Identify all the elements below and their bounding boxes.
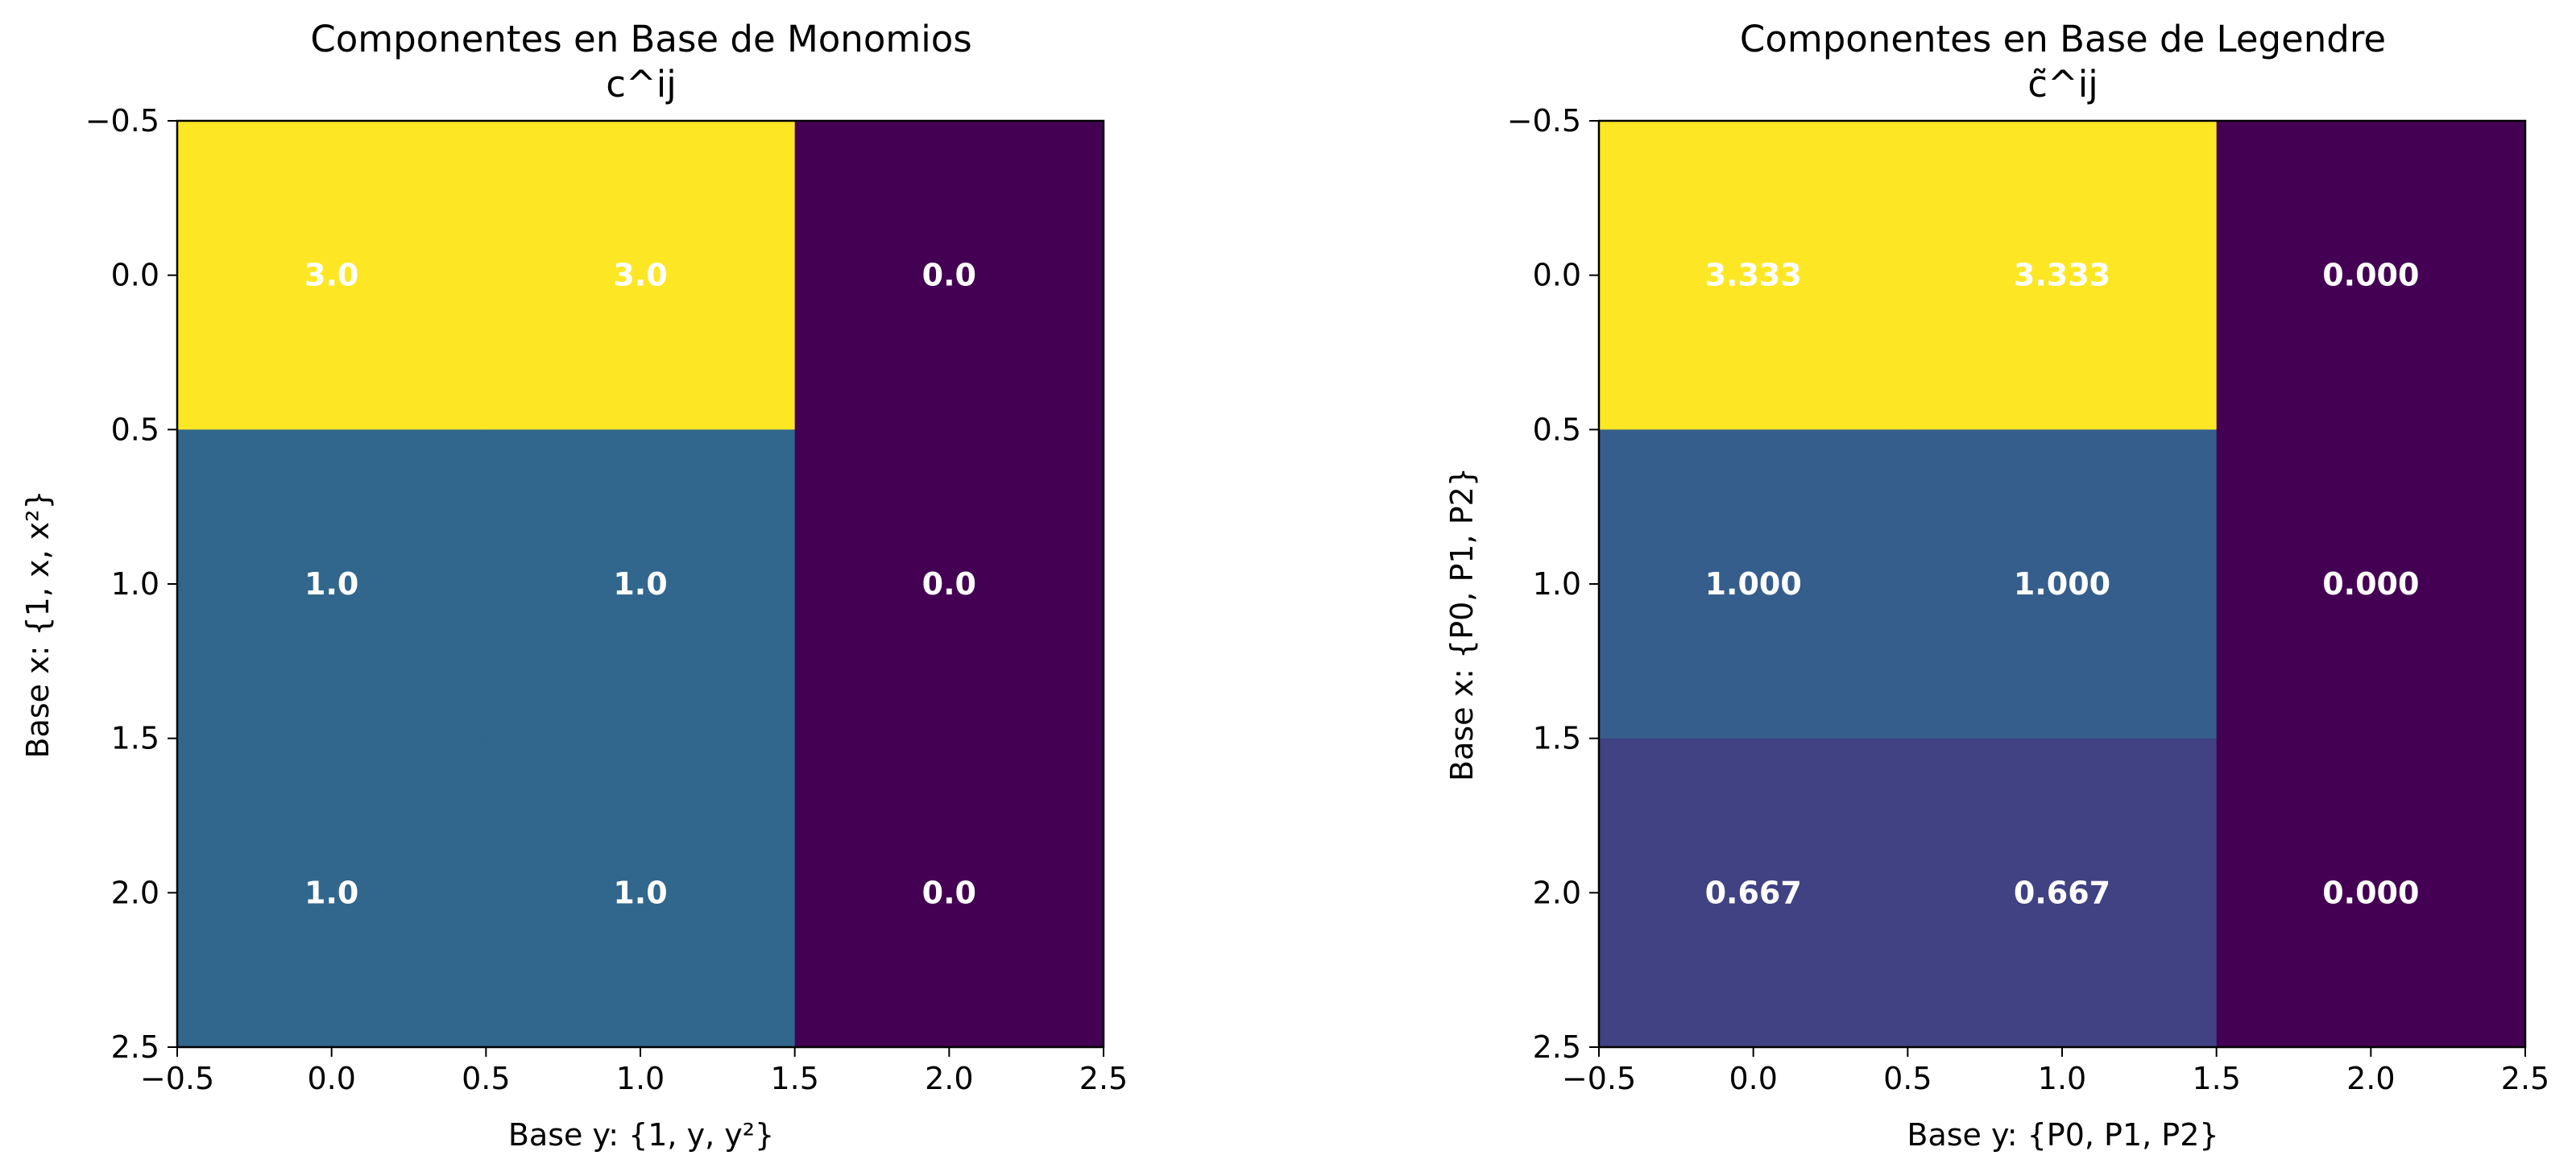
- chart-subtitle: c̃^ij: [2027, 63, 2098, 106]
- cell-labels: 3.0 3.0 0.0 1.0 1.0 0.0 1.0 1.0 0.0: [304, 258, 976, 911]
- x-tick-label: 0.5: [462, 1061, 510, 1096]
- heatmap-cell-0-2: [794, 121, 1104, 430]
- heatmap-cell-0-2: [2216, 121, 2526, 430]
- y-axis-label: Base x: {1, x, x²}: [20, 490, 56, 758]
- heatmap-cell-0-0: [1599, 121, 1908, 430]
- cell-label-0-1: 3.333: [2014, 258, 2110, 293]
- x-tick-label: 2.0: [2346, 1061, 2395, 1096]
- heatmap-cells: [1599, 121, 2526, 1048]
- y-ticks: −0.5 0.0 0.5 1.0 1.5 2.0 2.5: [85, 103, 177, 1065]
- y-axis-label: Base x: {P0, P1, P2}: [1444, 467, 1480, 781]
- heatmap-cell-1-2: [2216, 429, 2526, 739]
- x-axis-label: Base y: {1, y, y²}: [508, 1117, 774, 1153]
- y-tick-label: 2.0: [111, 875, 159, 910]
- cell-label-2-0: 1.0: [304, 875, 358, 910]
- chart-title: Componentes en Base de Legendre: [1740, 18, 2386, 60]
- y-tick-label: 1.0: [1533, 566, 1581, 602]
- cell-label-0-2: 0.000: [2322, 258, 2419, 293]
- y-tick-label: 0.0: [111, 258, 159, 293]
- cell-label-1-1: 1.0: [613, 566, 667, 602]
- heatmap-cell-2-2: [2216, 738, 2526, 1048]
- cell-label-1-0: 1.000: [1705, 566, 1802, 602]
- y-tick-label: 1.0: [111, 566, 159, 602]
- y-tick-label: 0.0: [1533, 258, 1581, 293]
- y-tick-label: 2.5: [1533, 1029, 1581, 1065]
- cell-label-0-2: 0.0: [922, 258, 976, 293]
- x-tick-label: 2.0: [925, 1061, 973, 1096]
- cell-label-0-0: 3.0: [304, 258, 358, 293]
- cell-label-1-0: 1.0: [304, 566, 358, 602]
- cell-labels: 3.333 3.333 0.000 1.000 1.000 0.000 0.667 0.667…: [1705, 258, 2420, 911]
- chart-subtitle: c^ij: [606, 63, 676, 106]
- y-tick-label: 0.5: [1533, 412, 1581, 447]
- y-tick-label: 2.5: [111, 1029, 159, 1065]
- x-tick-label: 1.0: [2038, 1061, 2086, 1096]
- x-ticks: −0.5 0.0 0.5 1.0 1.5 2.0 2.5: [1562, 1047, 2549, 1096]
- x-axis-label: Base y: {P0, P1, P2}: [1907, 1117, 2218, 1153]
- cell-label-2-0: 0.667: [1705, 875, 1802, 910]
- x-tick-label: 2.5: [1079, 1061, 1128, 1096]
- x-ticks: −0.5 0.0 0.5 1.0 1.5 2.0 2.5: [140, 1047, 1128, 1096]
- cell-label-1-2: 0.000: [2322, 566, 2419, 602]
- cell-label-2-2: 0.000: [2322, 875, 2419, 910]
- y-tick-label: −0.5: [1507, 103, 1581, 139]
- heatmap-cell-2-1: [486, 738, 796, 1048]
- heatmap-cell-2-0: [177, 738, 487, 1048]
- heatmap-cell-2-2: [794, 738, 1104, 1048]
- y-tick-label: −0.5: [85, 103, 159, 139]
- x-tick-label: 1.5: [2192, 1061, 2240, 1096]
- heatmap-cell-2-0: [1599, 738, 1908, 1048]
- heatmap-panel-monomios: Componentes en Base de Monomios c^ij Bas…: [20, 18, 1128, 1153]
- x-tick-label: 2.5: [2501, 1061, 2549, 1096]
- heatmap-cell-0-0: [177, 121, 487, 430]
- chart-title: Componentes en Base de Monomios: [310, 18, 971, 60]
- x-tick-label: 1.5: [770, 1061, 818, 1096]
- cell-label-0-0: 3.333: [1705, 258, 1802, 293]
- cell-label-1-2: 0.0: [922, 566, 976, 602]
- heatmap-cells: [177, 121, 1104, 1048]
- heatmap-cell-1-0: [177, 429, 487, 739]
- y-tick-label: 0.5: [111, 412, 159, 447]
- x-tick-label: 0.0: [307, 1061, 355, 1096]
- cell-label-2-1: 1.0: [613, 875, 667, 910]
- x-tick-label: −0.5: [140, 1061, 214, 1096]
- cell-label-2-1: 0.667: [2014, 875, 2110, 910]
- heatmap-cell-2-1: [1907, 738, 2218, 1048]
- x-tick-label: 0.5: [1883, 1061, 1932, 1096]
- heatmap-cell-1-2: [794, 429, 1104, 739]
- x-tick-label: 1.0: [616, 1061, 665, 1096]
- cell-label-0-1: 3.0: [613, 258, 667, 293]
- heatmap-panel-legendre: Componentes en Base de Legendre c̃^ij Ba…: [1444, 18, 2549, 1153]
- y-tick-label: 1.5: [111, 721, 159, 756]
- y-tick-label: 2.0: [1533, 875, 1581, 910]
- heatmap-cell-1-1: [1907, 429, 2218, 739]
- y-tick-label: 1.5: [1533, 721, 1581, 756]
- heatmap-cell-0-1: [1907, 121, 2218, 430]
- heatmap-cell-1-1: [486, 429, 796, 739]
- x-tick-label: 0.0: [1729, 1061, 1777, 1096]
- y-ticks: −0.5 0.0 0.5 1.0 1.5 2.0 2.5: [1507, 103, 1599, 1065]
- cell-label-1-1: 1.000: [2014, 566, 2110, 602]
- x-tick-label: −0.5: [1562, 1061, 1636, 1096]
- heatmap-cell-1-0: [1599, 429, 1908, 739]
- cell-label-2-2: 0.0: [922, 875, 976, 910]
- heatmap-cell-0-1: [486, 121, 796, 430]
